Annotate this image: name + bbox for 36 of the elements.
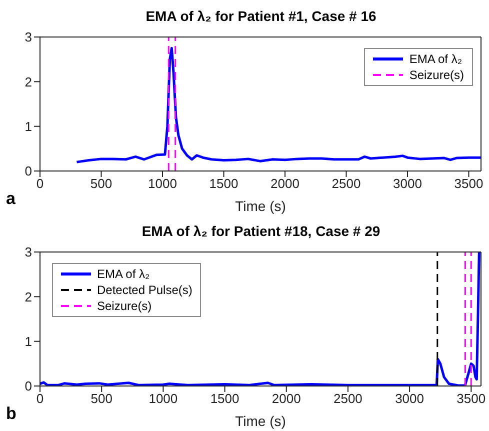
line-series [76,46,481,164]
x-tick-label: 1000 [148,391,178,406]
x-tick-label: 3500 [454,176,484,192]
x-tick-label: 1000 [148,176,177,192]
legend-label: EMA of λ₂ [97,266,150,282]
x-axis-title: Time (s) [235,198,286,214]
chart-title: EMA of λ₂ for Patient #1, Case # 16 [144,8,378,24]
y-tick-label: 3 [24,244,32,260]
y-tick-label: 1 [24,118,32,134]
text: b [6,404,16,424]
y-tick-label: 1 [24,334,32,349]
x-tick-label: 3000 [395,391,424,406]
x-tick-label: 3000 [393,176,422,192]
y-tick-label: 2 [24,289,32,304]
x-tick-label: 500 [90,391,112,406]
x-tick-label: 3500 [456,391,486,406]
legend-label: Detected Pulse(s) [97,282,192,298]
x-tick-label: 0 [36,391,44,406]
y-tick-label: 0 [24,164,32,179]
x-tick-label: 500 [90,176,112,192]
y-tick-label: 2 [24,74,32,90]
y-tick-label: 0 [24,378,32,394]
legend-label: Seizure(s) [409,67,464,83]
legend-label: EMA of λ₂ [409,51,462,67]
legend-label: Seizure(s) [97,298,152,314]
x-tick-label: 2500 [334,391,362,406]
x-tick-label: 1500 [210,391,240,406]
chart-title: EMA of λ₂ for Patient #18, Case # 29 [140,223,382,239]
x-tick-label: 2000 [270,176,300,192]
y-tick-label: 3 [24,30,32,45]
x-axis-title: Time (s) [235,413,286,429]
x-tick-label: 2000 [272,391,301,406]
x-tick-label: 0 [36,176,44,192]
x-tick-label: 1500 [209,176,238,192]
text: a [6,189,16,209]
x-tick-label: 2500 [332,176,361,192]
